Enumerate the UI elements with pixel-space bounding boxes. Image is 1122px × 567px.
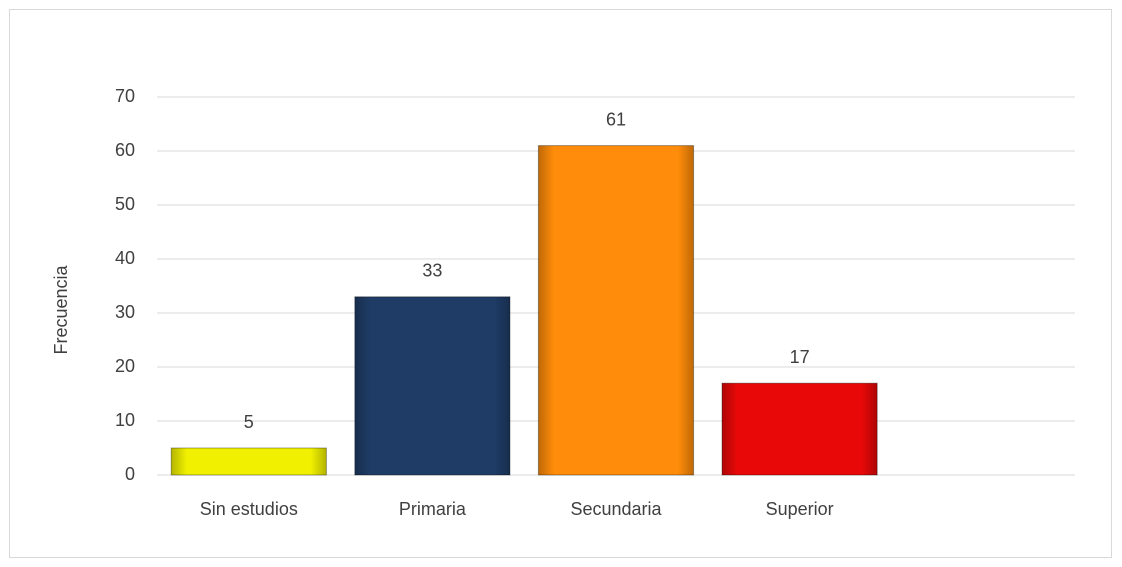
x-tick-label: Superior (766, 499, 834, 519)
y-tick-label: 70 (115, 86, 135, 106)
data-label: 17 (790, 347, 810, 367)
x-tick-label: Primaria (399, 499, 467, 519)
data-label: 33 (422, 261, 442, 281)
y-tick-label: 50 (115, 194, 135, 214)
y-tick-label: 60 (115, 140, 135, 160)
data-label: 5 (244, 412, 254, 432)
data-label: 61 (606, 109, 626, 129)
bar (537, 145, 695, 476)
y-axis-label: Frecuencia (51, 264, 71, 354)
bar (354, 296, 511, 476)
x-tick-label: Secundaria (570, 499, 662, 519)
y-tick-label: 10 (115, 410, 135, 430)
bar (170, 447, 327, 476)
bar (721, 382, 878, 476)
x-tick-label: Sin estudios (200, 499, 298, 519)
y-tick-label: 30 (115, 302, 135, 322)
y-tick-label: 0 (125, 464, 135, 484)
y-tick-label: 20 (115, 356, 135, 376)
y-tick-label: 40 (115, 248, 135, 268)
